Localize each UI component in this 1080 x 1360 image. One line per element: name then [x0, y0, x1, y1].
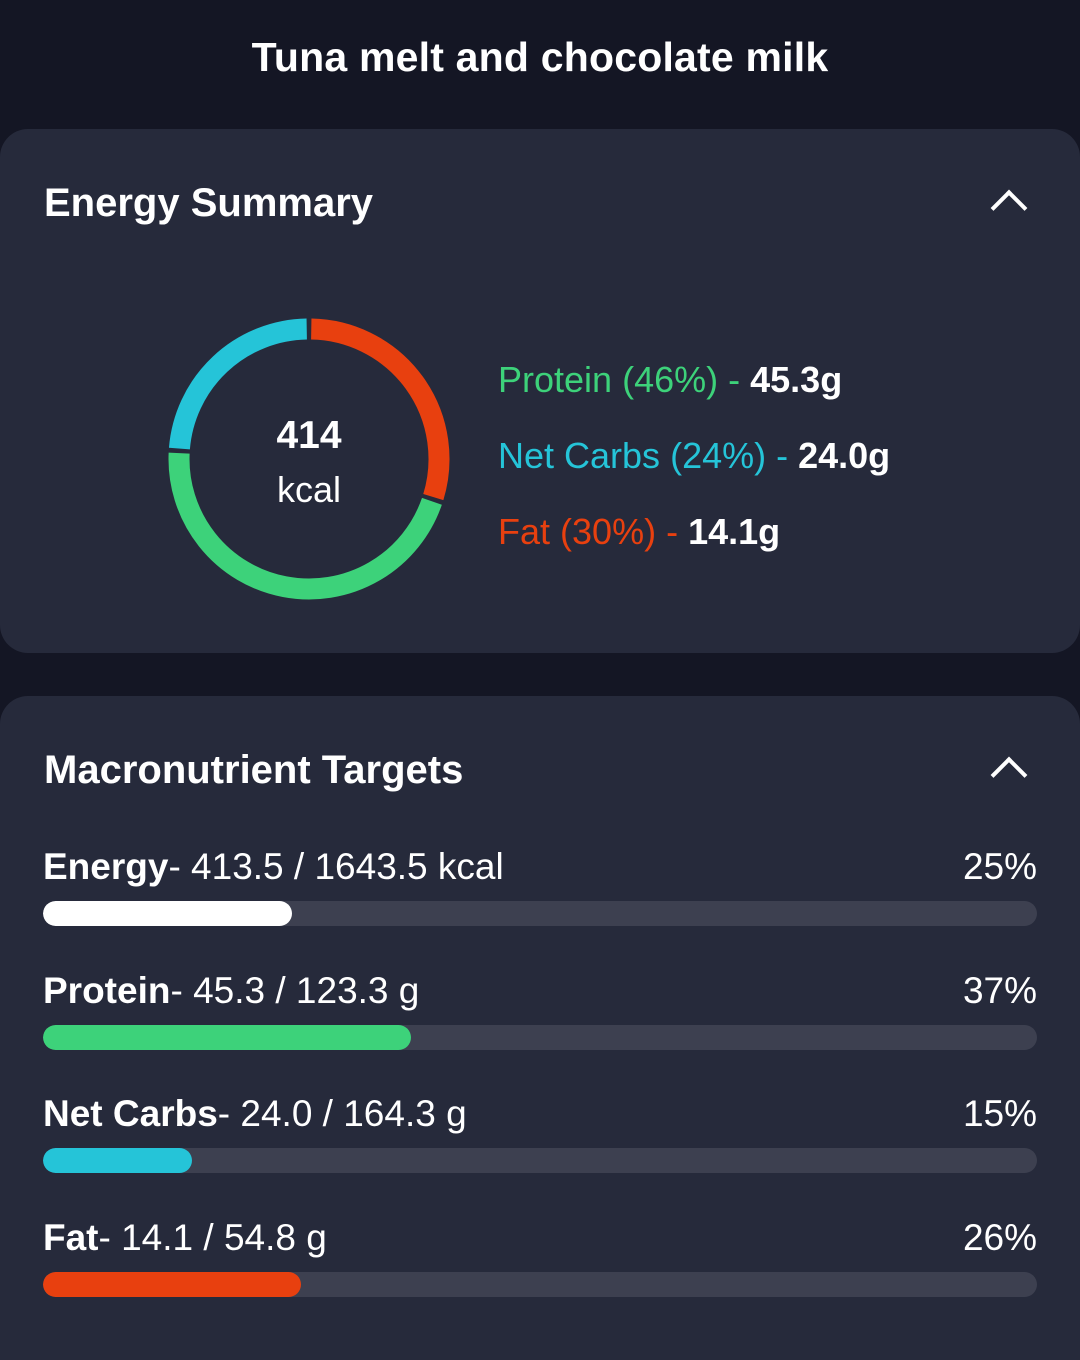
- target-percent: 15%: [962, 1093, 1037, 1134]
- target-detail: - 413.5 / 1643.5 kcal: [168, 846, 504, 887]
- kcal-unit-label: kcal: [276, 469, 342, 510]
- legend-net-carbs-percent: (24%): [670, 435, 767, 476]
- target-row-net-carbs: Net Carbs- 24.0 / 164.3 g 15%: [43, 1093, 1037, 1183]
- macronutrient-targets-title: Macronutrient Targets: [44, 748, 464, 792]
- target-name: Fat: [43, 1217, 99, 1258]
- target-row-energy: Energy- 413.5 / 1643.5 kcal 25%: [43, 846, 1037, 936]
- macro-donut-chart: [168, 318, 450, 600]
- donut-segment-protein: [168, 452, 442, 600]
- progress-fill: [43, 1025, 411, 1050]
- target-percent: 25%: [962, 846, 1037, 887]
- target-name: Energy: [43, 846, 169, 887]
- target-label: Net Carbs- 24.0 / 164.3 g: [43, 1093, 467, 1135]
- target-row-fat: Fat- 14.1 / 54.8 g 26%: [43, 1217, 1037, 1307]
- legend-net-carbs-sep: -: [766, 435, 799, 476]
- target-row-protein: Protein- 45.3 / 123.3 g 37%: [43, 970, 1037, 1060]
- legend-net-carbs: Net Carbs (24%) - 24.0g: [498, 435, 890, 477]
- target-percent: 26%: [962, 1217, 1037, 1258]
- legend-protein: Protein (46%) - 45.3g: [498, 359, 842, 401]
- total-kcal-value: 414: [276, 414, 342, 457]
- energy-summary-card: Energy Summary 414 kcal Protein (46%) - …: [0, 129, 1080, 653]
- legend-fat-percent: (30%): [560, 511, 657, 552]
- target-label: Fat- 14.1 / 54.8 g: [43, 1217, 327, 1259]
- progress-track: [43, 1272, 1037, 1297]
- target-name: Protein: [43, 970, 171, 1011]
- page-title: Tuna melt and chocolate milk: [251, 34, 829, 80]
- chevron-up-icon[interactable]: [990, 189, 1028, 227]
- legend-fat-sep: -: [656, 511, 689, 552]
- legend-protein-sep: -: [718, 359, 751, 400]
- legend-fat-name: Fat: [498, 511, 551, 552]
- legend-protein-name: Protein: [498, 359, 613, 400]
- legend-fat: Fat (30%) - 14.1g: [498, 511, 780, 553]
- target-detail: - 14.1 / 54.8 g: [98, 1217, 327, 1258]
- target-name: Net Carbs: [43, 1093, 218, 1134]
- legend-fat-value: 14.1g: [688, 511, 781, 552]
- chevron-up-icon[interactable]: [990, 756, 1028, 794]
- target-label: Energy- 413.5 / 1643.5 kcal: [43, 846, 504, 888]
- target-label: Protein- 45.3 / 123.3 g: [43, 970, 419, 1012]
- energy-summary-title: Energy Summary: [44, 181, 374, 225]
- legend-net-carbs-name: Net Carbs: [498, 435, 661, 476]
- donut-segment-fat: [310, 318, 450, 501]
- macronutrient-targets-card: Macronutrient Targets Energy- 413.5 / 16…: [0, 696, 1080, 1360]
- progress-track: [43, 1148, 1037, 1173]
- legend-protein-percent: (46%): [622, 359, 719, 400]
- donut-segment-net-carbs: [168, 318, 308, 450]
- progress-fill: [43, 1148, 193, 1173]
- target-percent: 37%: [962, 970, 1037, 1011]
- progress-fill: [43, 901, 292, 926]
- progress-fill: [43, 1272, 302, 1297]
- progress-track: [43, 901, 1037, 926]
- legend-net-carbs-value: 24.0g: [798, 435, 891, 476]
- progress-track: [43, 1025, 1037, 1050]
- target-detail: - 45.3 / 123.3 g: [170, 970, 420, 1011]
- target-detail: - 24.0 / 164.3 g: [217, 1093, 467, 1134]
- legend-protein-value: 45.3g: [750, 359, 843, 400]
